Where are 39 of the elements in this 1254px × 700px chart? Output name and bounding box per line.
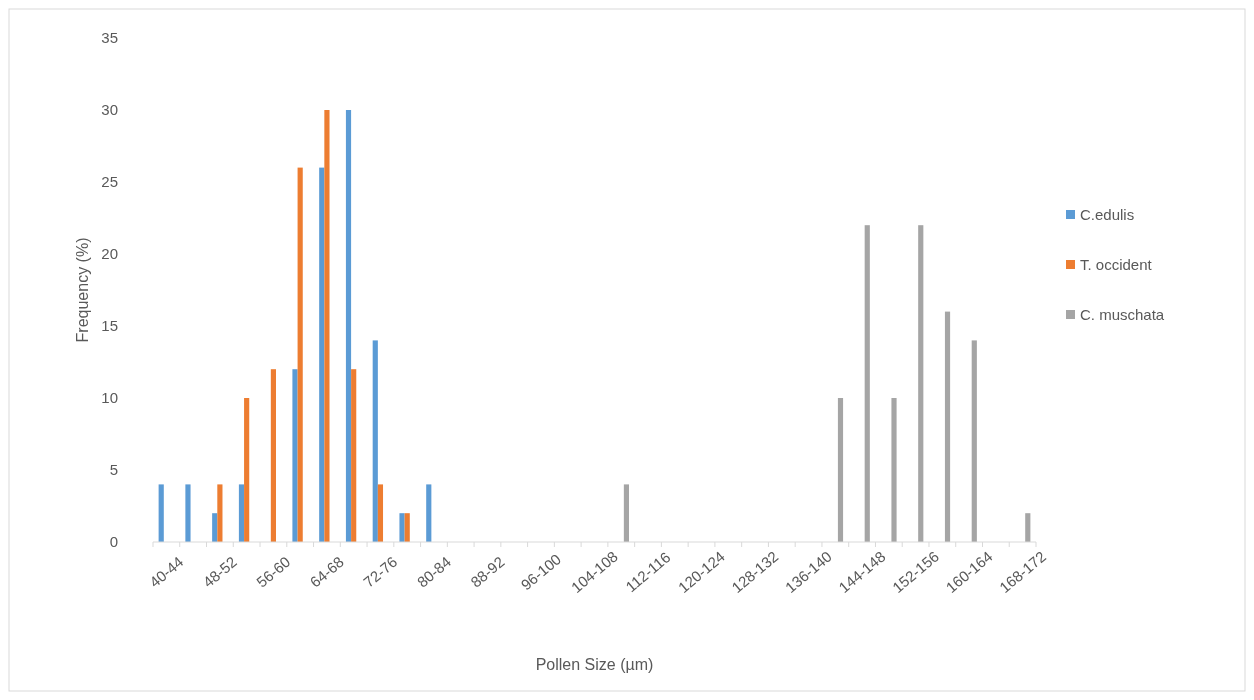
bar [918,225,924,542]
y-tick-label: 30 [101,101,118,119]
y-tick-label: 15 [101,317,118,335]
bar [270,369,276,542]
bar [345,110,352,542]
y-tick-label: 5 [109,461,118,479]
bar [404,513,410,542]
bar [1025,513,1031,542]
y-tick-label: 20 [101,245,118,263]
bar [292,369,298,542]
y-tick-label: 25 [101,173,118,191]
bar [426,484,432,542]
bar [217,484,223,542]
bar [944,311,951,542]
bar [891,398,897,542]
bar [297,167,303,542]
bar [377,484,384,542]
y-tick-label: 10 [101,389,118,407]
bar [238,484,245,542]
bar [864,225,870,542]
bar [399,513,405,542]
bar [623,484,630,542]
bar [212,513,218,542]
bar [837,398,844,542]
bar [372,340,378,542]
bar [319,167,325,542]
y-axis-title: Frequency (%) [74,237,91,343]
bar [971,340,977,542]
legend-label: C.edulis [1080,206,1135,224]
legend-label: T. occident [1080,256,1153,274]
legend-label: C. muschata [1080,306,1165,324]
bar [185,484,191,542]
x-axis-title: Pollen Size (µm) [535,656,654,673]
bar [244,398,250,542]
y-tick-label: 35 [101,29,118,47]
y-tick-label: 0 [109,533,118,551]
bar [351,369,357,542]
bar [324,110,330,542]
bar [158,484,164,542]
